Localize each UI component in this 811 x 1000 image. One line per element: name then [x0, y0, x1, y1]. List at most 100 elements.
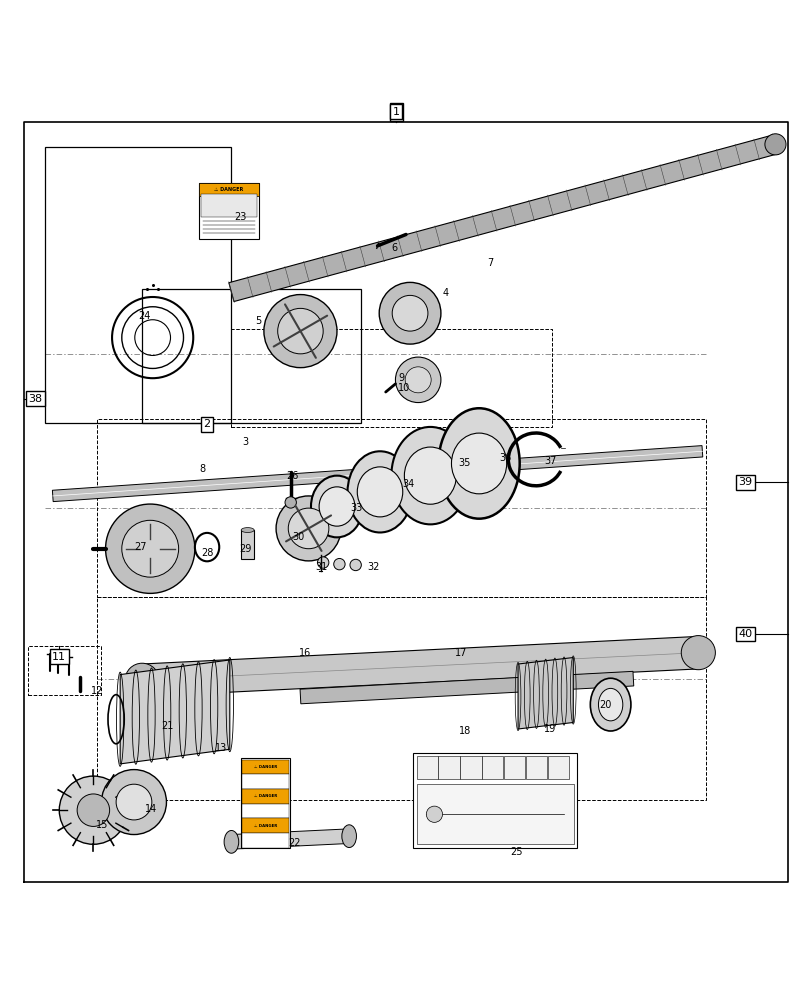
FancyBboxPatch shape	[199, 183, 259, 196]
Text: 6: 6	[391, 243, 397, 253]
Text: 21: 21	[161, 721, 173, 731]
Text: 36: 36	[499, 453, 511, 463]
Text: 19: 19	[543, 724, 556, 734]
Polygon shape	[53, 446, 702, 502]
Text: 9: 9	[397, 373, 404, 383]
Text: 12: 12	[91, 686, 103, 696]
Ellipse shape	[319, 487, 354, 526]
Ellipse shape	[598, 688, 622, 721]
FancyBboxPatch shape	[504, 756, 525, 779]
FancyBboxPatch shape	[438, 756, 459, 779]
Ellipse shape	[438, 408, 519, 519]
FancyBboxPatch shape	[200, 194, 257, 217]
FancyBboxPatch shape	[482, 756, 503, 779]
Circle shape	[395, 357, 440, 403]
Text: 15: 15	[96, 820, 108, 830]
Circle shape	[680, 636, 714, 670]
Circle shape	[350, 559, 361, 571]
Polygon shape	[300, 671, 633, 704]
Circle shape	[317, 557, 328, 568]
Circle shape	[101, 770, 166, 835]
Circle shape	[405, 367, 431, 393]
Text: ⚠ DANGER: ⚠ DANGER	[254, 765, 277, 769]
Circle shape	[379, 282, 440, 344]
FancyBboxPatch shape	[242, 789, 289, 804]
Text: 24: 24	[138, 311, 150, 321]
Text: 32: 32	[367, 562, 379, 572]
Circle shape	[288, 508, 328, 549]
Text: ⚠ DANGER: ⚠ DANGER	[214, 187, 243, 192]
Text: 18: 18	[458, 726, 470, 736]
Circle shape	[277, 308, 323, 354]
FancyBboxPatch shape	[241, 758, 290, 848]
FancyBboxPatch shape	[547, 756, 569, 779]
FancyBboxPatch shape	[199, 183, 259, 239]
Circle shape	[59, 776, 127, 844]
Circle shape	[764, 134, 785, 155]
FancyBboxPatch shape	[416, 756, 437, 779]
Text: 33: 33	[350, 503, 363, 513]
FancyBboxPatch shape	[242, 774, 289, 789]
Circle shape	[116, 784, 152, 820]
Text: 1: 1	[392, 105, 400, 118]
Text: 23: 23	[234, 212, 246, 222]
FancyBboxPatch shape	[416, 784, 573, 844]
Text: 28: 28	[201, 548, 213, 558]
Text: 26: 26	[285, 471, 298, 481]
Circle shape	[276, 496, 341, 561]
Circle shape	[392, 295, 427, 331]
Ellipse shape	[224, 830, 238, 853]
FancyBboxPatch shape	[242, 818, 289, 833]
Text: 20: 20	[599, 700, 611, 710]
Circle shape	[105, 504, 195, 593]
Ellipse shape	[391, 427, 469, 524]
Text: 39: 39	[737, 477, 752, 487]
Ellipse shape	[357, 467, 402, 517]
Text: 17: 17	[454, 648, 466, 658]
Polygon shape	[517, 658, 573, 729]
Text: 7: 7	[487, 258, 493, 268]
Ellipse shape	[451, 433, 506, 494]
Polygon shape	[120, 660, 230, 764]
Circle shape	[285, 497, 296, 508]
Text: 4: 4	[442, 288, 448, 298]
Text: ⚠ DANGER: ⚠ DANGER	[254, 824, 277, 828]
FancyBboxPatch shape	[460, 756, 481, 779]
Polygon shape	[241, 530, 254, 559]
Text: 37: 37	[543, 456, 556, 466]
FancyBboxPatch shape	[242, 804, 289, 818]
Ellipse shape	[241, 528, 254, 532]
Text: 11: 11	[52, 652, 67, 662]
Polygon shape	[229, 135, 777, 302]
Text: 5: 5	[255, 316, 261, 326]
Text: 16: 16	[298, 648, 311, 658]
Ellipse shape	[311, 476, 363, 537]
FancyBboxPatch shape	[242, 760, 289, 774]
Circle shape	[125, 663, 159, 697]
Text: 8: 8	[199, 464, 205, 474]
Ellipse shape	[590, 678, 630, 731]
FancyBboxPatch shape	[242, 833, 289, 848]
Text: 3: 3	[242, 437, 248, 447]
Text: 10: 10	[397, 383, 410, 393]
Text: ⚠ DANGER: ⚠ DANGER	[254, 794, 277, 798]
Polygon shape	[231, 829, 349, 849]
Text: 31: 31	[315, 562, 327, 572]
Ellipse shape	[404, 447, 456, 504]
Text: 35: 35	[458, 458, 470, 468]
FancyBboxPatch shape	[413, 753, 577, 848]
Text: 2: 2	[204, 419, 210, 429]
Ellipse shape	[341, 825, 356, 848]
Text: 30: 30	[292, 532, 304, 542]
Text: 40: 40	[737, 629, 752, 639]
Text: 22: 22	[288, 838, 300, 848]
Ellipse shape	[347, 451, 412, 532]
Text: 27: 27	[134, 542, 146, 552]
Text: 13: 13	[215, 743, 227, 753]
Text: 38: 38	[28, 393, 43, 403]
Circle shape	[77, 794, 109, 826]
Text: 1: 1	[393, 107, 399, 117]
Polygon shape	[141, 636, 698, 696]
Text: 29: 29	[239, 544, 251, 554]
Circle shape	[264, 295, 337, 368]
